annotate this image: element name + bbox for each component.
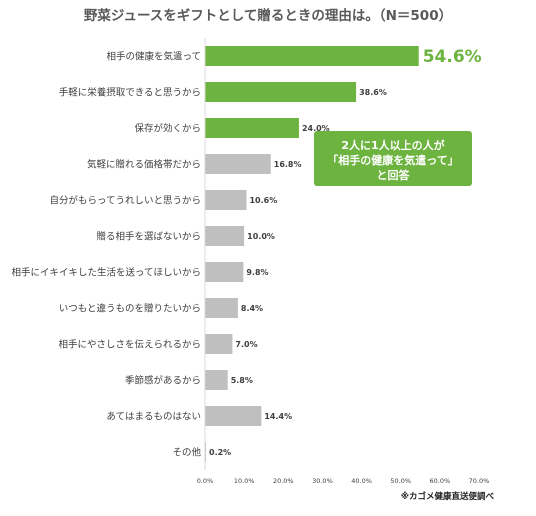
category-label: いつもと違うものを贈りたいから <box>59 303 201 315</box>
callout-box <box>314 131 472 186</box>
x-tick-label: 50.0% <box>390 477 411 485</box>
category-label: 保存が効くから <box>134 123 201 135</box>
bar <box>205 46 419 66</box>
callout-line-2: 「相手の健康を気遣って」 <box>327 153 458 167</box>
chart-title: 野菜ジュースをギフトとして贈るときの理由は。（N＝500） <box>84 7 452 24</box>
category-label: あてはまるものはない <box>106 412 201 423</box>
x-tick-label: 10.0% <box>234 477 255 485</box>
category-label: 季節感があるから <box>125 375 201 387</box>
x-tick-label: 60.0% <box>430 477 451 485</box>
x-tick-label: 70.0% <box>469 477 490 485</box>
bar <box>205 154 271 174</box>
category-label: 手軽に栄養摂取できると思うから <box>59 87 201 99</box>
value-label: 0.2% <box>209 448 231 457</box>
bar <box>205 334 233 354</box>
bar <box>205 262 244 282</box>
value-label: 9.8% <box>246 268 268 277</box>
callout-line-1: 2人に1人以上の人が <box>341 138 444 152</box>
bar <box>205 406 262 426</box>
bar <box>205 190 247 210</box>
value-label: 10.6% <box>249 196 277 205</box>
bar <box>205 226 245 246</box>
category-label: 贈る相手を選ばないから <box>96 231 201 243</box>
value-label: 54.6% <box>423 47 482 67</box>
value-label: 10.0% <box>247 232 275 241</box>
bar <box>205 82 357 102</box>
x-tick-label: 20.0% <box>273 477 294 485</box>
category-label: 気軽に贈れる価格帯だから <box>87 159 201 171</box>
callout-line-3: と回答 <box>377 168 411 182</box>
value-label: 14.4% <box>264 412 292 421</box>
value-label: 16.8% <box>274 160 302 169</box>
category-label: 相手にイキイキした生活を送ってほしいから <box>11 267 201 279</box>
bar <box>205 298 238 318</box>
x-tick-label: 30.0% <box>312 477 333 485</box>
bar <box>205 370 228 390</box>
value-label: 24.0% <box>302 124 330 133</box>
annotation-callout: 2人に1人以上の人が 「相手の健康を気遣って」 と回答 <box>314 131 472 186</box>
category-label: 相手の健康を気遣って <box>106 51 201 63</box>
source-note: ※カゴメ健康直送便調べ <box>401 491 495 502</box>
category-label: 自分がもらってうれしいと思うから <box>49 195 201 207</box>
value-label: 7.0% <box>235 340 257 349</box>
bar <box>205 118 299 138</box>
x-tick-label: 0.0% <box>197 477 214 485</box>
chart-marks: 相手の健康を気遣って 54.6% 手軽に栄養摂取できると思うから 38.6% 保存が効く… <box>11 38 489 485</box>
category-label: 相手にやさしさを伝えられるから <box>58 339 201 351</box>
category-label: その他 <box>172 447 201 459</box>
x-tick-label: 40.0% <box>351 477 372 485</box>
value-label: 38.6% <box>359 88 387 97</box>
value-label: 8.4% <box>241 304 263 313</box>
value-label: 5.8% <box>231 376 253 385</box>
